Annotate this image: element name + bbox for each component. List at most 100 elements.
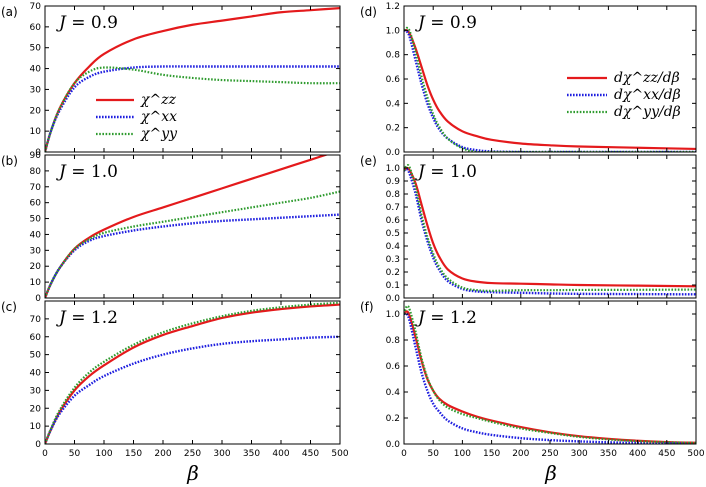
series-line-yy (45, 301, 340, 444)
series-line-zz (404, 310, 696, 444)
panels-layer: 0 10 20 30 40 50 60 70 (a) J = 0.9 0 10 20 30 40 50 60 70… (1, 2, 705, 459)
j-annotation: J = 1.0 (415, 162, 477, 182)
panel-b: 0 10 20 30 40 50 60 70 80 90 (b) J = 1.0 (1, 151, 341, 304)
y-tick-label: 0 (35, 148, 41, 158)
legend-entry-label: χ^yy (140, 126, 178, 142)
y-tick-label: 0.6 (386, 362, 401, 372)
x-tick-label: 0 (401, 449, 407, 459)
y-tick-label: 0.4 (386, 388, 401, 398)
y-tick-label: 30 (30, 85, 42, 95)
panel-a: 0 10 20 30 40 50 60 70 (a) J = 0.9 (1, 2, 341, 158)
x-axis-label-right: β (544, 461, 557, 485)
x-tick-label: 400 (629, 449, 646, 459)
panel-letter: (a) (1, 5, 18, 19)
y-tick-label: 0.9 (386, 177, 401, 187)
y-tick-label: 10 (30, 278, 42, 288)
j-annotation: J = 1.2 (415, 308, 477, 328)
series-line-xx (404, 167, 696, 296)
panel-letter: (f) (360, 300, 374, 314)
y-tick-label: 0.6 (386, 75, 401, 85)
x-tick-label: 350 (243, 449, 260, 459)
panel-letter: (c) (1, 300, 17, 314)
x-tick-label: 450 (302, 449, 319, 459)
y-tick-label: 0 (35, 440, 41, 450)
x-tick-label: 400 (272, 449, 289, 459)
y-tick-label: 60 (30, 23, 42, 33)
x-tick-label: 500 (331, 449, 348, 459)
x-tick-label: 300 (213, 449, 230, 459)
legend-left: χ^zzχ^xxχ^yy (96, 92, 178, 142)
y-tick-label: 30 (30, 386, 42, 396)
x-axis-label-left: β (186, 461, 199, 485)
y-tick-label: 0 (35, 294, 41, 304)
series-line-yy (404, 26, 696, 152)
panel-letter: (e) (360, 154, 377, 168)
legend-entry-label: dχ^yy/dβ (614, 104, 681, 120)
x-tick-label: 200 (154, 449, 171, 459)
legend-entry-label: dχ^zz/dβ (614, 70, 680, 86)
series-line-yy (45, 190, 340, 298)
x-tick-label: 500 (687, 449, 704, 459)
y-tick-label: 50 (30, 215, 42, 225)
x-tick-label: 150 (125, 449, 142, 459)
y-tick-label: 30 (30, 246, 42, 256)
series-line-yy (404, 163, 696, 292)
x-tick-label: 250 (541, 449, 558, 459)
j-annotation: J = 0.9 (415, 13, 477, 33)
series-line-xx (45, 335, 340, 444)
y-tick-label: 0.0 (386, 148, 401, 158)
y-tick-label: 0.2 (386, 414, 400, 424)
y-tick-label: 0.0 (386, 440, 401, 450)
panel-c: 0 10 20 30 40 50 60 70 0 50 100 150 200 250 300 350 400 4… (1, 300, 349, 459)
j-annotation: J = 0.9 (56, 13, 118, 33)
y-tick-label: 0.8 (386, 51, 401, 61)
y-tick-label: 0.1 (386, 281, 400, 291)
series-line-xx (45, 65, 340, 152)
y-tick-label: 50 (30, 44, 42, 54)
series-line-zz (404, 28, 696, 151)
y-tick-label: 70 (30, 315, 42, 325)
y-tick-label: 20 (30, 106, 42, 116)
y-tick-label: 10 (30, 422, 42, 432)
y-tick-label: 0.4 (386, 99, 401, 109)
series-line-xx (45, 213, 340, 298)
y-tick-label: 60 (30, 199, 42, 209)
y-tick-label: 80 (30, 167, 42, 177)
y-tick-label: 0.6 (386, 216, 401, 226)
panel-d: 0.0 0.2 0.4 0.6 0.8 1.0 1.2 (d) J = 0.9 (360, 2, 697, 158)
y-tick-label: 1.0 (386, 26, 401, 36)
x-tick-label: 450 (658, 449, 675, 459)
y-tick-label: 0.2 (386, 268, 400, 278)
series-line-zz (404, 166, 696, 288)
series-line-yy (404, 304, 696, 444)
y-tick-label: 0.2 (386, 124, 400, 134)
series-line-yy (45, 66, 340, 152)
y-tick-label: 10 (30, 127, 42, 137)
x-tick-label: 350 (600, 449, 617, 459)
panel-letter: (b) (1, 154, 18, 168)
y-tick-label: 1.0 (386, 164, 401, 174)
y-tick-label: 0.3 (386, 255, 400, 265)
legend-entry-label: χ^xx (140, 109, 177, 125)
panel-e: 0.0 0.1 0.2 0.3 0.4 0.5 0.6 0.7 0.8 0.9 1.0 (e) J = … (360, 154, 697, 304)
series-line-xx (404, 312, 696, 444)
y-tick-label: 40 (30, 230, 42, 240)
x-tick-label: 300 (571, 449, 588, 459)
x-tick-label: 0 (42, 449, 48, 459)
j-annotation: J = 1.0 (56, 162, 118, 182)
legend-entry-label: χ^zz (140, 92, 177, 108)
y-tick-label: 20 (30, 262, 42, 272)
y-tick-label: 40 (30, 65, 42, 75)
x-tick-label: 50 (427, 449, 439, 459)
y-tick-label: 0.8 (386, 336, 401, 346)
y-tick-label: 0.0 (386, 294, 401, 304)
y-tick-label: 70 (30, 2, 42, 12)
y-tick-label: 0.7 (386, 203, 400, 213)
y-tick-label: 0.5 (386, 229, 400, 239)
j-annotation: J = 1.2 (56, 308, 118, 328)
y-tick-label: 1.0 (386, 310, 401, 320)
panel-letter: (d) (360, 5, 377, 19)
x-tick-label: 250 (184, 449, 201, 459)
y-tick-label: 0.8 (386, 190, 401, 200)
